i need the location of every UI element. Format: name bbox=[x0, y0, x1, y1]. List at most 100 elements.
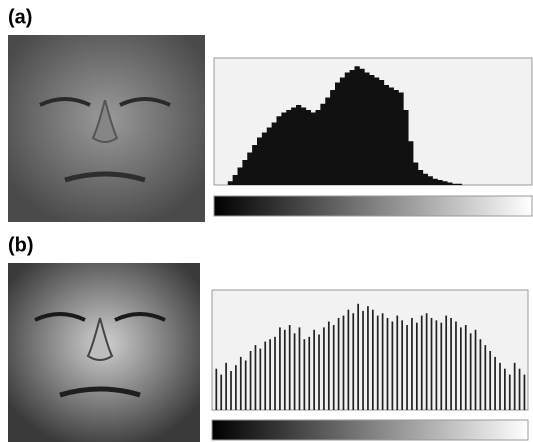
histogram-bar bbox=[374, 77, 380, 185]
histogram-bar bbox=[371, 309, 374, 410]
histogram-bar bbox=[415, 322, 418, 410]
histogram-bar bbox=[305, 110, 312, 185]
histogram-bar bbox=[239, 356, 242, 410]
histogram-bar bbox=[359, 68, 365, 185]
histogram-bar bbox=[452, 183, 458, 185]
histogram-bar bbox=[406, 325, 408, 410]
histogram-bar bbox=[393, 90, 399, 185]
intensity-ramp bbox=[211, 419, 529, 441]
histogram-bar bbox=[266, 127, 273, 185]
histogram-bar bbox=[300, 107, 307, 185]
histogram-bar bbox=[257, 137, 263, 185]
histogram-bar bbox=[367, 306, 369, 410]
histogram-bar bbox=[244, 360, 247, 410]
histogram-bar bbox=[391, 321, 394, 410]
histogram-bar bbox=[445, 315, 448, 410]
histogram-bar bbox=[261, 132, 268, 185]
histogram-bar bbox=[293, 333, 296, 410]
histogram-bar bbox=[432, 178, 438, 185]
histogram-bar bbox=[288, 325, 291, 410]
intensity-ramp bbox=[213, 195, 533, 217]
histogram-bar bbox=[318, 334, 320, 410]
histogram-bar bbox=[332, 325, 335, 410]
histogram-bar bbox=[401, 320, 404, 410]
histogram-bar bbox=[513, 362, 516, 410]
histogram-bar bbox=[383, 85, 390, 185]
histogram-bar bbox=[235, 365, 237, 410]
histogram-bar bbox=[325, 97, 331, 185]
histogram-bar bbox=[369, 75, 375, 185]
histogram-bar bbox=[276, 116, 282, 185]
histogram-bar bbox=[430, 317, 433, 410]
histogram-bar bbox=[422, 173, 429, 185]
histogram-bar bbox=[242, 160, 248, 185]
histogram-bar bbox=[339, 77, 346, 185]
histogram-bar bbox=[259, 348, 262, 410]
histogram-bar bbox=[227, 181, 234, 185]
histogram-bar bbox=[435, 320, 438, 410]
histogram-bar bbox=[354, 66, 360, 185]
histogram-bar bbox=[264, 341, 267, 410]
histogram-bar bbox=[247, 152, 253, 185]
face-image bbox=[8, 35, 205, 222]
histogram-bar bbox=[388, 87, 394, 185]
histogram-bar bbox=[523, 374, 526, 410]
histogram-bar bbox=[330, 90, 336, 185]
histogram-bar bbox=[298, 327, 301, 410]
histogram-bar bbox=[303, 339, 306, 410]
histogram-bar bbox=[518, 368, 521, 410]
histogram-bar bbox=[376, 315, 379, 410]
histogram-bar bbox=[249, 351, 252, 410]
histogram-bar bbox=[252, 145, 258, 185]
histogram-bar bbox=[237, 167, 243, 185]
histogram-bar bbox=[323, 327, 325, 410]
histogram-bar bbox=[281, 112, 287, 185]
histogram-bar bbox=[484, 345, 487, 410]
histogram-bar bbox=[381, 313, 384, 410]
histogram-bar bbox=[362, 310, 364, 410]
histogram-bar bbox=[425, 313, 428, 410]
histogram-bar bbox=[386, 317, 389, 410]
histogram-bar bbox=[442, 181, 448, 185]
histogram-bar bbox=[310, 112, 316, 185]
histogram-bar bbox=[313, 329, 315, 410]
histogram-bar bbox=[291, 107, 297, 185]
histogram-bar bbox=[215, 368, 218, 410]
histogram-bar bbox=[479, 339, 482, 410]
histogram-bar bbox=[271, 122, 277, 185]
histogram-bar bbox=[508, 374, 511, 410]
histogram-bar bbox=[469, 333, 472, 410]
histogram-bar bbox=[327, 321, 330, 410]
histogram-bar bbox=[230, 371, 232, 410]
histogram-bar bbox=[269, 339, 271, 410]
histogram-bar bbox=[308, 336, 311, 410]
histogram-bar bbox=[440, 322, 443, 410]
histogram-bar bbox=[494, 356, 496, 410]
panel-label: (b) bbox=[8, 234, 34, 256]
histogram-bar bbox=[225, 362, 227, 410]
histogram-bar bbox=[464, 325, 467, 410]
histogram-bar bbox=[296, 105, 302, 185]
histogram-bar bbox=[342, 315, 345, 410]
histogram-bar bbox=[413, 162, 419, 185]
histogram-bar bbox=[504, 368, 506, 410]
face-image bbox=[8, 263, 200, 442]
histogram-bar bbox=[347, 309, 350, 410]
histogram-bar bbox=[315, 110, 321, 185]
histogram-bar bbox=[398, 92, 404, 185]
histogram-bar bbox=[220, 374, 223, 410]
histogram-bar bbox=[320, 103, 326, 185]
histogram-bar bbox=[456, 183, 463, 185]
histogram-bar bbox=[403, 110, 409, 185]
histogram-bar bbox=[279, 327, 281, 410]
histogram-bar bbox=[232, 175, 238, 185]
histogram-bar bbox=[427, 176, 433, 185]
histogram-bar bbox=[378, 80, 385, 185]
histogram-bar bbox=[450, 317, 452, 410]
histogram-bar bbox=[274, 336, 276, 410]
histogram-bar bbox=[474, 329, 477, 410]
histogram-bar bbox=[408, 141, 414, 185]
histogram-bar bbox=[335, 82, 341, 185]
histogram-bar bbox=[364, 72, 370, 185]
